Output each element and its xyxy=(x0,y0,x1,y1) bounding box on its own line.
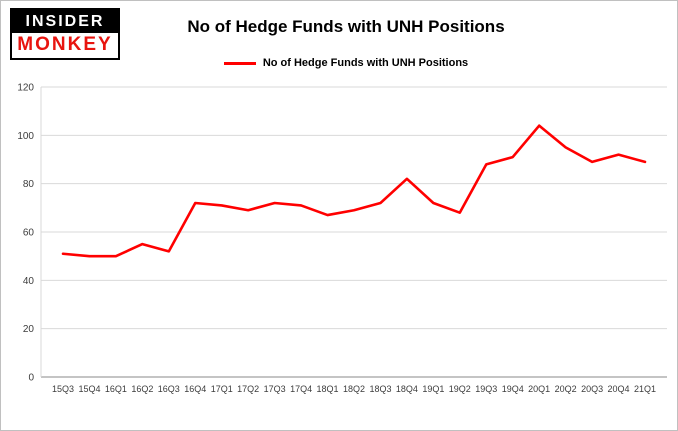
svg-text:17Q2: 17Q2 xyxy=(237,384,259,394)
legend: No of Hedge Funds with UNH Positions xyxy=(131,57,561,69)
svg-text:19Q2: 19Q2 xyxy=(449,384,471,394)
svg-text:17Q1: 17Q1 xyxy=(211,384,233,394)
svg-text:80: 80 xyxy=(23,179,35,190)
svg-text:19Q4: 19Q4 xyxy=(502,384,524,394)
svg-text:20Q1: 20Q1 xyxy=(528,384,550,394)
svg-text:17Q3: 17Q3 xyxy=(264,384,286,394)
logo-insider-text: INSIDER xyxy=(12,10,118,33)
svg-text:16Q2: 16Q2 xyxy=(131,384,153,394)
logo-monkey-text: MONKEY xyxy=(12,33,118,58)
svg-text:20Q4: 20Q4 xyxy=(608,384,630,394)
legend-line-swatch xyxy=(223,61,256,65)
chart-title: No of Hedge Funds with UNH Positions xyxy=(187,17,505,36)
svg-text:16Q4: 16Q4 xyxy=(184,384,206,394)
svg-text:20: 20 xyxy=(23,324,35,335)
svg-text:18Q3: 18Q3 xyxy=(369,384,391,394)
svg-text:60: 60 xyxy=(23,228,35,239)
svg-text:19Q3: 19Q3 xyxy=(475,384,497,394)
legend-label: No of Hedge Funds with UNH Positions xyxy=(262,57,469,69)
svg-text:16Q3: 16Q3 xyxy=(158,384,180,394)
svg-text:19Q1: 19Q1 xyxy=(422,384,444,394)
svg-text:0: 0 xyxy=(28,373,34,384)
svg-text:20Q2: 20Q2 xyxy=(555,384,577,394)
svg-text:120: 120 xyxy=(17,83,34,94)
svg-text:16Q1: 16Q1 xyxy=(105,384,127,394)
svg-text:18Q1: 18Q1 xyxy=(317,384,339,394)
svg-text:18Q4: 18Q4 xyxy=(396,384,418,394)
svg-text:15Q3: 15Q3 xyxy=(52,384,74,394)
svg-text:18Q2: 18Q2 xyxy=(343,384,365,394)
svg-text:15Q4: 15Q4 xyxy=(78,384,100,394)
insider-monkey-logo: INSIDER MONKEY xyxy=(10,8,120,60)
svg-text:100: 100 xyxy=(17,131,34,142)
svg-text:17Q4: 17Q4 xyxy=(290,384,312,394)
svg-text:21Q1: 21Q1 xyxy=(634,384,656,394)
svg-text:20Q3: 20Q3 xyxy=(581,384,603,394)
svg-text:40: 40 xyxy=(23,276,35,287)
